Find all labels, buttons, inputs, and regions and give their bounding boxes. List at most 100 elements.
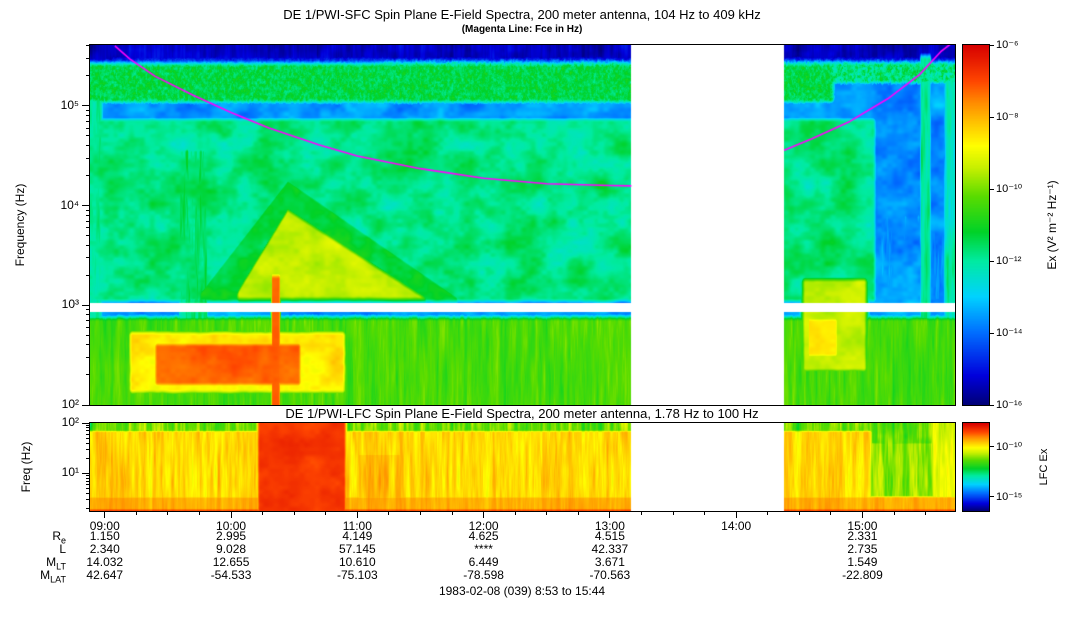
- lfc-colorbar: [962, 422, 990, 512]
- sfc-colorbar-tick-label: 10⁻¹⁶: [996, 399, 1023, 411]
- time-minor-tick: [672, 512, 674, 515]
- time-minor-tick: [514, 512, 516, 515]
- ephemeris-value: 2.735: [847, 542, 878, 556]
- sfc-freq-minor-tick: [86, 57, 90, 59]
- lfc-freq-minor-tick: [86, 475, 90, 477]
- sfc-freq-minor-tick: [86, 110, 90, 112]
- ephemeris-value: 57.145: [338, 542, 376, 556]
- time-minor-tick: [798, 512, 800, 515]
- ephemeris-row-label: MLT: [46, 555, 66, 572]
- time-tick: [861, 512, 863, 518]
- ephemeris-row-label: MLAT: [40, 568, 66, 585]
- lfc-freq-minor-tick: [86, 430, 90, 432]
- sfc-freq-minor-tick: [86, 374, 90, 376]
- sfc-freq-tick-label: 10⁴: [60, 197, 79, 212]
- time-minor-tick: [198, 512, 200, 515]
- sfc-freq-minor-tick: [86, 45, 90, 47]
- sfc-freq-minor-tick: [86, 309, 90, 311]
- ephemeris-value: 4.625: [468, 529, 499, 543]
- lfc-freq-tick: [82, 472, 90, 474]
- time-tick: [356, 512, 358, 518]
- time-minor-tick: [167, 512, 169, 515]
- time-minor-tick: [830, 512, 832, 515]
- lfc-freq-minor-tick: [86, 477, 90, 479]
- sfc-freq-minor-tick: [86, 244, 90, 246]
- lfc-freq-minor-tick: [86, 424, 90, 426]
- sfc-freq-minor-tick: [86, 257, 90, 259]
- sfc-freq-tick-label: 10⁵: [60, 97, 79, 112]
- ephemeris-row-label: Re: [52, 529, 66, 546]
- sfc-freq-minor-tick: [86, 334, 90, 336]
- time-tick-label: 12:00: [468, 519, 499, 533]
- ephemeris-value: 6.449: [468, 555, 499, 569]
- sfc-freq-minor-tick: [86, 274, 90, 276]
- time-tick-label: 09:00: [89, 519, 120, 533]
- lfc-colorbar-tick-label: 10⁻¹⁰: [996, 440, 1023, 453]
- sfc-freq-minor-tick: [86, 314, 90, 316]
- lfc-title: DE 1/PWI-LFC Spin Plane E-Field Spectra,…: [285, 406, 759, 421]
- lfc-colorbar-tick: [990, 446, 994, 448]
- sfc-colorbar-tick-label: 10⁻¹²: [996, 255, 1022, 267]
- lfc-freq-tick-label: 10²: [61, 415, 79, 429]
- ephemeris-value: -54.533: [210, 568, 252, 582]
- sfc-colorbar-tick-label: 10⁻⁶: [996, 39, 1019, 51]
- time-minor-tick: [135, 512, 137, 515]
- ephemeris-value: 4.149: [342, 529, 373, 543]
- sfc-freq-tick: [82, 105, 90, 107]
- sfc-freq-minor-tick: [86, 235, 90, 237]
- lfc-freq-minor-tick: [86, 483, 90, 485]
- lfc-colorbar-label: LFC Ex: [1038, 448, 1050, 486]
- time-minor-tick: [325, 512, 327, 515]
- time-minor-tick: [925, 512, 927, 515]
- ephemeris-value: 1.549: [847, 555, 878, 569]
- footer-timerange: 1983-02-08 (039) 8:53 to 15:44: [438, 584, 606, 598]
- lfc-freq-minor-tick: [86, 457, 90, 459]
- ephemeris-value: 9.028: [216, 542, 247, 556]
- sfc-freq-minor-tick: [86, 145, 90, 147]
- time-tick-label: 13:00: [594, 519, 625, 533]
- time-tick: [483, 512, 485, 518]
- ephemeris-value: 12.655: [212, 555, 250, 569]
- sfc-colorbar-tick: [990, 332, 994, 334]
- ephemeris-value: -22.809: [842, 568, 883, 582]
- time-tick: [230, 512, 232, 518]
- sfc-colorbar-tick-label: 10⁻¹⁴: [996, 327, 1023, 339]
- time-minor-tick: [388, 512, 390, 515]
- time-minor-tick: [262, 512, 264, 515]
- time-tick-label: 10:00: [216, 519, 247, 533]
- sfc-freq-minor-tick: [86, 115, 90, 117]
- ephemeris-value: 42.647: [86, 568, 124, 582]
- lfc-spectrogram: [89, 422, 956, 512]
- sfc-freq-minor-tick: [86, 227, 90, 229]
- time-minor-tick: [293, 512, 295, 515]
- sfc-freq-minor-tick: [86, 214, 90, 216]
- sfc-colorbar-tick: [990, 404, 994, 406]
- ephemeris-value: 42.337: [591, 542, 629, 556]
- time-tick-label: 14:00: [721, 519, 752, 533]
- lfc-freq-tick-label: 10¹: [61, 465, 79, 480]
- ephemeris-value: 2.340: [89, 542, 120, 556]
- ephemeris-row-label: L: [59, 542, 66, 556]
- sfc-colorbar: [962, 44, 990, 406]
- ephemeris-value: -78.598: [463, 568, 504, 582]
- sfc-freq-minor-tick: [86, 220, 90, 222]
- sfc-freq-tick-label: 10²: [61, 397, 79, 411]
- lfc-y-axis-label: Freq (Hz): [19, 441, 33, 493]
- time-minor-tick: [704, 512, 706, 515]
- ephemeris-value: 14.032: [86, 555, 124, 569]
- sfc-freq-minor-tick: [86, 320, 90, 322]
- lfc-freq-tick: [82, 422, 90, 424]
- time-tick: [735, 512, 737, 518]
- sfc-freq-minor-tick: [86, 135, 90, 137]
- ephemeris-value: 4.515: [594, 529, 625, 543]
- time-minor-tick: [640, 512, 642, 515]
- sfc-freq-tick: [82, 404, 90, 406]
- sfc-subtitle: (Magenta Line: Fce in Hz): [461, 24, 583, 35]
- lfc-freq-minor-tick: [86, 442, 90, 444]
- sfc-freq-tick: [82, 205, 90, 207]
- sfc-y-axis-label: Frequency (Hz): [13, 183, 27, 267]
- lfc-freq-minor-tick: [86, 480, 90, 482]
- sfc-colorbar-tick-label: 10⁻⁸: [996, 111, 1019, 123]
- ephemeris-value: -75.103: [336, 568, 378, 582]
- sfc-freq-minor-tick: [86, 326, 90, 328]
